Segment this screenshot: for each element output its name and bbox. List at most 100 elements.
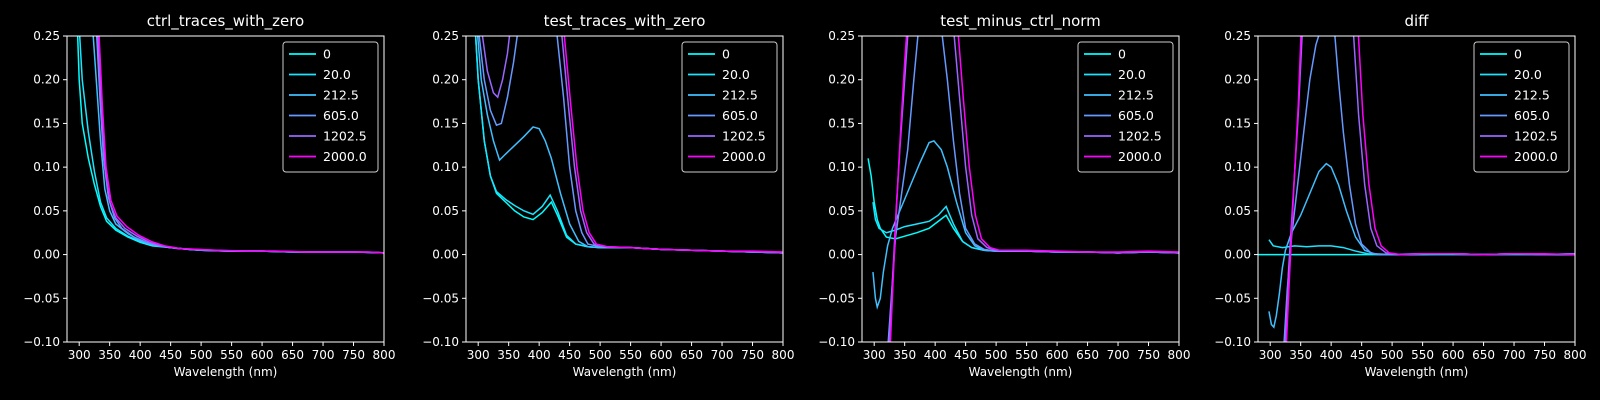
- legend-label: 1202.5: [323, 129, 367, 144]
- x-tick-label: 750: [741, 348, 764, 362]
- y-tick-label: −0.05: [1214, 291, 1251, 305]
- y-tick-label: 0.05: [1224, 204, 1251, 218]
- series-line-6: [1285, 36, 1575, 342]
- y-tick-label: 0.10: [828, 160, 855, 174]
- y-tick-label: −0.10: [1214, 335, 1251, 349]
- x-tick-label: 400: [129, 348, 152, 362]
- x-tick-label: 300: [1259, 348, 1282, 362]
- y-tick-label: −0.10: [422, 335, 459, 349]
- x-tick-label: 650: [680, 348, 703, 362]
- x-tick-label: 650: [1472, 348, 1495, 362]
- series-line-1: [867, 158, 1179, 254]
- y-tick-label: 0.15: [432, 116, 459, 130]
- y-tick-label: 0.25: [432, 29, 459, 43]
- series-line-2: [872, 202, 1179, 254]
- y-tick-label: −0.05: [818, 291, 855, 305]
- legend: 0 20.0 212.5 605.0 1202.5 2000.0: [1077, 41, 1174, 173]
- y-tick-label: 0.10: [432, 160, 459, 174]
- legend-label: 2000.0: [1514, 149, 1558, 164]
- y-tick-label: 0.10: [33, 160, 60, 174]
- x-tick-label: 450: [558, 348, 581, 362]
- x-tick-label: 800: [772, 348, 795, 362]
- legend-label: 212.5: [323, 88, 359, 103]
- y-tick-label: 0.15: [1224, 116, 1251, 130]
- legend-label: 212.5: [1118, 88, 1154, 103]
- legend-label: 0: [323, 47, 331, 62]
- x-tick-label: 700: [312, 348, 335, 362]
- x-tick-label: 600: [251, 348, 274, 362]
- x-tick-label: 800: [1564, 348, 1587, 362]
- series-line-6: [98, 36, 384, 254]
- legend-label: 2000.0: [323, 149, 367, 164]
- x-tick-label: 650: [1076, 348, 1099, 362]
- legend-label: 20.0: [722, 67, 750, 82]
- legend: 0 20.0 212.5 605.0 1202.5 2000.0: [282, 41, 379, 173]
- y-tick-label: 0.05: [432, 204, 459, 218]
- y-tick-label: 0.20: [432, 73, 459, 87]
- x-tick-label: 400: [528, 348, 551, 362]
- x-tick-label: 550: [220, 348, 243, 362]
- x-tick-label: 600: [1046, 348, 1069, 362]
- chart-title: test_traces_with_zero: [544, 12, 706, 31]
- x-tick-label: 300: [863, 348, 886, 362]
- legend-label: 0: [722, 47, 730, 62]
- plot-frame: [66, 35, 385, 343]
- x-tick-label: 400: [1320, 348, 1343, 362]
- chart-panel-4: 300 350 400 450 500 550 600 650 700 750 800 −0.10 −0…: [1214, 12, 1586, 379]
- y-tick-label: 0.15: [828, 116, 855, 130]
- x-tick-label: 550: [1015, 348, 1038, 362]
- x-tick-label: 750: [1137, 348, 1160, 362]
- x-tick-label: 550: [619, 348, 642, 362]
- x-tick-label: 750: [1533, 348, 1556, 362]
- chart-title: test_minus_ctrl_norm: [940, 12, 1101, 31]
- x-tick-label: 600: [1442, 348, 1465, 362]
- x-tick-label: 450: [954, 348, 977, 362]
- x-tick-label: 500: [1381, 348, 1404, 362]
- legend-label: 605.0: [1514, 108, 1550, 123]
- plot-frame: [861, 35, 1180, 343]
- x-tick-label: 750: [342, 348, 365, 362]
- series-line-6: [563, 36, 783, 253]
- y-tick-label: 0.10: [1224, 160, 1251, 174]
- y-tick-label: −0.05: [422, 291, 459, 305]
- legend-label: 605.0: [323, 108, 359, 123]
- x-tick-label: 300: [467, 348, 490, 362]
- chart-panel-1: 300 350 400 450 500 550 600 650 700 750 800 −0.10 −0…: [23, 12, 395, 379]
- plot-frame: [1257, 35, 1576, 343]
- x-tick-label: 450: [159, 348, 182, 362]
- y-tick-label: 0.20: [33, 73, 60, 87]
- legend: 0 20.0 212.5 605.0 1202.5 2000.0: [1473, 41, 1570, 173]
- legend-label: 2000.0: [722, 149, 766, 164]
- legend-label: 0: [1514, 47, 1522, 62]
- chart-title: ctrl_traces_with_zero: [147, 12, 304, 31]
- x-tick-label: 600: [650, 348, 673, 362]
- x-tick-label: 350: [497, 348, 520, 362]
- x-axis-label: Wavelength (nm): [1365, 365, 1469, 379]
- y-tick-label: 0.00: [432, 248, 459, 262]
- y-tick-label: −0.10: [23, 335, 60, 349]
- x-tick-label: 300: [68, 348, 91, 362]
- y-tick-label: 0.00: [1224, 248, 1251, 262]
- y-tick-label: 0.05: [33, 204, 60, 218]
- x-tick-label: 800: [373, 348, 396, 362]
- legend-label: 20.0: [323, 67, 351, 82]
- x-axis-label: Wavelength (nm): [573, 365, 677, 379]
- legend-label: 1202.5: [1514, 129, 1558, 144]
- x-tick-label: 350: [1289, 348, 1312, 362]
- legend-label: 1202.5: [1118, 129, 1162, 144]
- x-tick-label: 550: [1411, 348, 1434, 362]
- legend-label: 605.0: [722, 108, 758, 123]
- y-tick-label: 0.00: [33, 248, 60, 262]
- x-tick-label: 350: [893, 348, 916, 362]
- legend-label: 212.5: [1514, 88, 1550, 103]
- legend-label: 2000.0: [1118, 149, 1162, 164]
- y-tick-label: −0.05: [23, 291, 60, 305]
- legend-label: 0: [1118, 47, 1126, 62]
- chart-title: diff: [1404, 12, 1429, 30]
- x-tick-label: 450: [1350, 348, 1373, 362]
- y-tick-label: 0.05: [828, 204, 855, 218]
- chart-panel-3: 300 350 400 450 500 550 600 650 700 750 800 −0.10 −0…: [818, 12, 1190, 379]
- y-tick-label: 0.25: [1224, 29, 1251, 43]
- series-line-2: [1268, 239, 1575, 256]
- plot-frame: [465, 35, 784, 343]
